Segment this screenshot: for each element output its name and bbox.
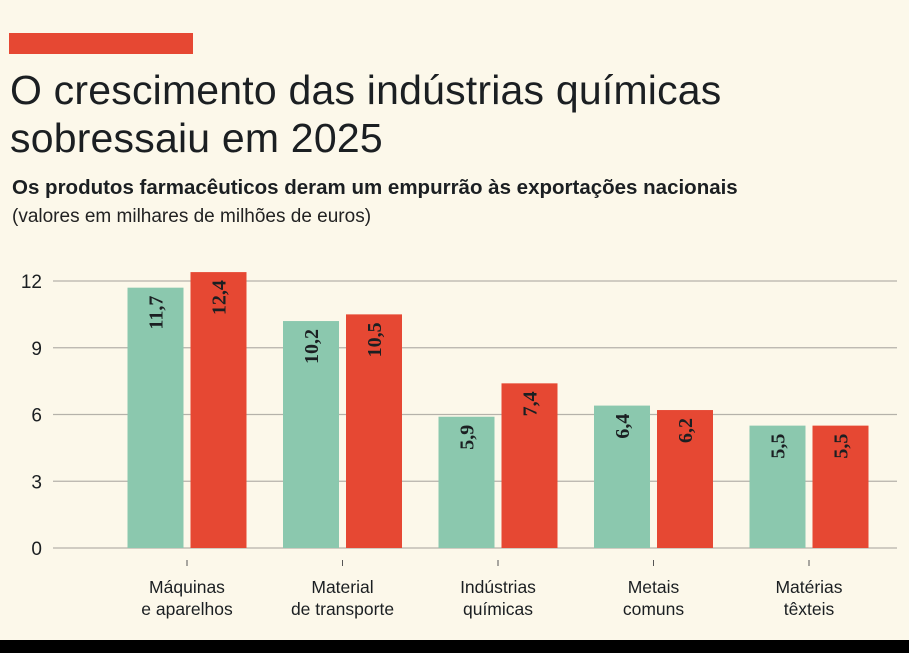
y-tick-label: 0 [31,539,42,560]
bar [438,416,495,548]
x-tick-label: Metais [628,577,680,597]
chart-title: O crescimento das indústrias químicas so… [10,67,722,161]
bar [594,405,650,548]
x-tick-label: de transporte [291,599,394,619]
bar-value-label: 5,9 [457,425,479,450]
y-tick-label: 12 [21,272,42,293]
units-note: (valores em milhares de milhões de euros… [12,206,372,227]
bar-value-label: 5,5 [831,434,853,459]
x-tick-label: Máquinas [149,577,225,597]
bar [501,383,558,548]
bar [749,425,806,548]
footer-bar [0,640,909,653]
bar-value-label: 11,7 [146,296,168,330]
bar [812,425,869,548]
bar-value-label: 6,2 [675,418,697,443]
accent-bar [9,33,193,54]
x-tick-label: Indústrias [460,577,536,597]
x-tick-label: químicas [463,599,533,619]
bar-value-label: 6,4 [612,414,634,439]
bar-value-label: 10,5 [364,322,386,357]
x-tick-label: e aparelhos [141,599,233,619]
bar [190,272,247,548]
bar-value-label: 10,2 [301,329,323,364]
bar [283,321,339,548]
bar-value-label: 7,4 [520,391,542,416]
x-tick-label: comuns [623,599,685,619]
bar-value-label: 12,4 [209,280,231,315]
bar-value-label: 5,5 [768,434,790,459]
x-tick-label: Matérias [775,577,842,597]
chart-subtitle: Os produtos farmacêuticos deram um empur… [12,176,738,199]
bar [657,410,713,548]
y-tick-label: 6 [31,406,42,427]
bar [346,314,402,548]
x-tick-label: têxteis [784,599,835,619]
bar [127,287,184,548]
y-tick-label: 9 [31,339,42,360]
x-tick-label: Material [311,577,373,597]
y-tick-label: 3 [31,472,42,493]
